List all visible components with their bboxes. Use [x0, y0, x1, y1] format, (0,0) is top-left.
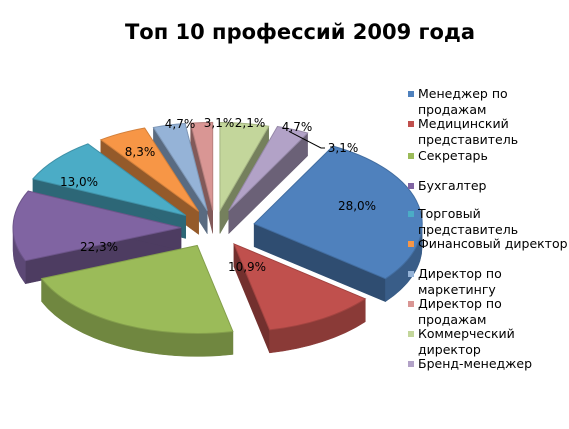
legend-label: Бренд-менеджер — [418, 356, 533, 371]
pie-slice-3 — [40, 244, 234, 357]
legend-label: Директор по маркетингу — [418, 266, 502, 297]
data-label-9: 4,7% — [282, 120, 313, 134]
legend-item-10: Бренд-менеджер — [408, 356, 568, 372]
data-label-6: 4,7% — [165, 117, 196, 131]
legend-label: Финансовый директор — [418, 236, 568, 251]
data-label-8: 2,1% — [235, 116, 266, 130]
legend-item-3: Секретарь — [408, 148, 568, 164]
chart-title: Топ 10 профессий 2009 года — [124, 20, 476, 44]
legend-label: Торговый представитель — [418, 206, 519, 237]
data-label-4: 13,0% — [60, 175, 98, 189]
leader-line — [288, 130, 325, 149]
pie-slice-1 — [253, 145, 423, 303]
legend-label: Медицинский представитель — [418, 116, 519, 147]
legend-item-1: Менеджер по продажам — [408, 86, 568, 118]
pie-slice-10 — [228, 125, 309, 235]
legend-label: Директор по продажам — [418, 296, 502, 327]
legend-item-9: Коммерческий директор — [408, 326, 568, 358]
legend-swatch — [408, 241, 414, 247]
legend-swatch — [408, 91, 414, 97]
legend-item-7: Директор по маркетингу — [408, 266, 568, 298]
legend-item-8: Директор по продажам — [408, 296, 568, 328]
legend-swatch — [408, 301, 414, 307]
pie-slice-4 — [12, 190, 182, 285]
pie-slice-2 — [233, 242, 367, 354]
legend-item-6: Финансовый директор — [408, 236, 568, 252]
legend-swatch — [408, 153, 414, 159]
legend-swatch — [408, 183, 414, 189]
legend-item-2: Медицинский представитель — [408, 116, 568, 148]
data-label-3: 22,3% — [80, 240, 118, 254]
data-label-2: 10,9% — [228, 260, 266, 274]
data-label-10: 3,1% — [328, 141, 359, 155]
legend-label: Коммерческий директор — [418, 326, 515, 357]
legend-label: Секретарь — [418, 148, 488, 163]
legend-swatch — [408, 271, 414, 277]
legend-item-4: Бухгалтер — [408, 178, 568, 194]
legend-swatch — [408, 121, 414, 127]
legend-item-5: Торговый представитель — [408, 206, 568, 238]
legend-swatch — [408, 211, 414, 217]
data-label-1: 28,0% — [338, 199, 376, 213]
data-label-5: 8,3% — [125, 145, 156, 159]
data-label-7: 3,1% — [204, 116, 235, 130]
legend-label: Бухгалтер — [418, 178, 487, 193]
legend-label: Менеджер по продажам — [418, 86, 508, 117]
legend-swatch — [408, 331, 414, 337]
legend-swatch — [408, 361, 414, 367]
